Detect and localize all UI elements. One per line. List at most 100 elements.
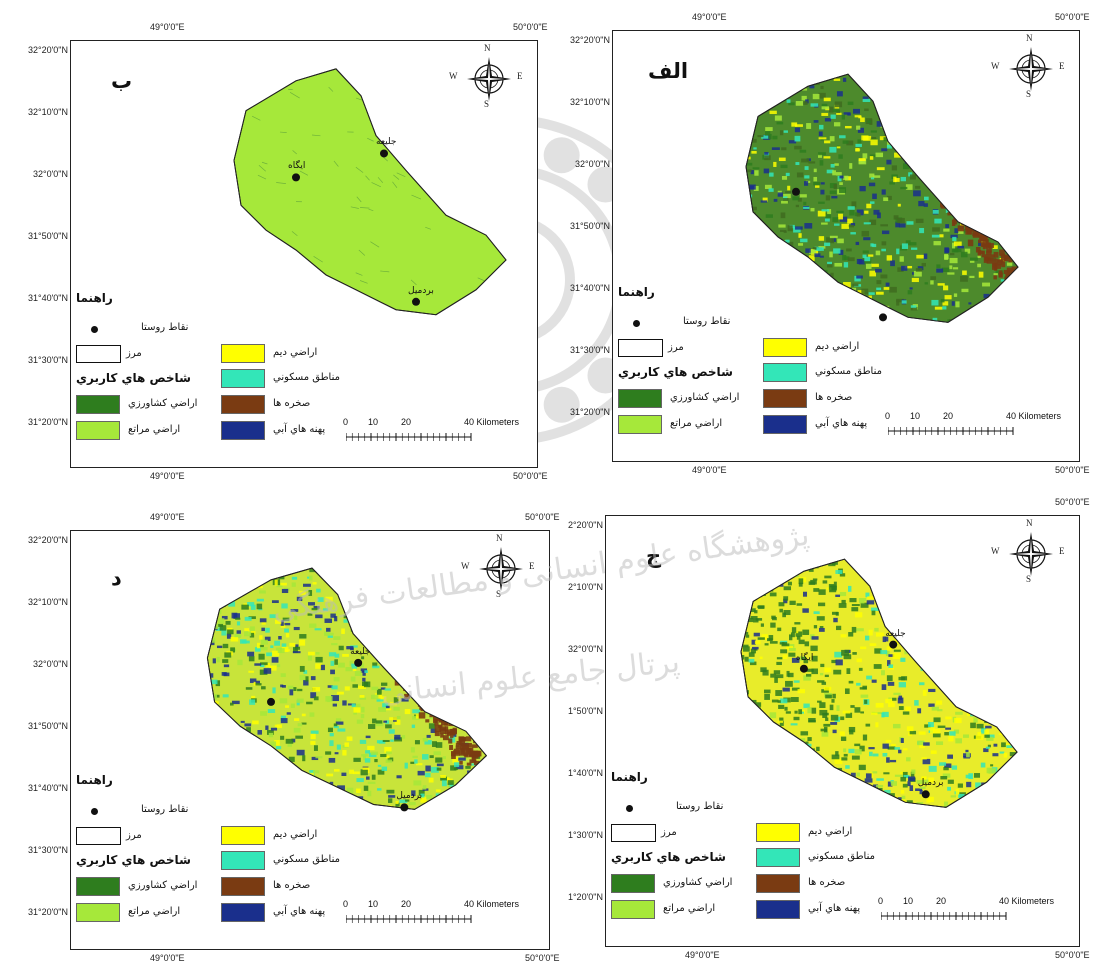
land-cover-patch: [910, 121, 916, 126]
land-cover-patch: [900, 789, 905, 794]
rock-patch: [962, 210, 967, 214]
land-cover-patch: [768, 133, 772, 140]
land-cover-patch: [360, 769, 368, 776]
land-cover-patch: [881, 593, 889, 597]
scale-tick-label: 20: [936, 896, 947, 906]
land-cover-patch: [294, 718, 300, 721]
land-cover-patch: [390, 640, 395, 646]
land-cover-patch: [977, 263, 982, 268]
land-cover-patch: [785, 82, 793, 88]
land-cover-patch: [1014, 595, 1018, 601]
land-cover-patch: [778, 157, 786, 162]
land-cover-patch: [1021, 736, 1027, 739]
land-cover-patch: [330, 613, 336, 618]
land-cover-patch: [821, 106, 829, 110]
land-cover-patch: [761, 238, 769, 241]
land-cover-patch: [835, 570, 843, 574]
land-cover-patch: [762, 197, 768, 202]
land-cover-patch: [994, 202, 1001, 208]
land-cover-patch: [900, 176, 906, 182]
land-cover-patch: [976, 188, 984, 195]
land-cover-patch: [841, 223, 850, 229]
land-cover-patch: [221, 629, 227, 636]
land-cover-patch: [968, 302, 972, 305]
land-cover-patch: [925, 573, 933, 577]
land-cover-patch: [881, 581, 889, 585]
land-cover-patch: [424, 740, 432, 745]
land-cover-patch: [819, 672, 824, 676]
land-cover-patch: [484, 765, 487, 771]
land-cover-patch: [763, 755, 768, 760]
land-cover-patch: [846, 248, 852, 252]
legend-swatch: [763, 363, 807, 382]
land-cover-patch: [261, 627, 265, 632]
land-cover-patch: [813, 611, 820, 615]
land-cover-patch: [1020, 701, 1025, 703]
land-cover-patch: [269, 665, 277, 671]
land-cover-patch: [848, 748, 855, 754]
land-cover-patch: [385, 705, 390, 709]
rock-patch: [970, 211, 977, 219]
land-cover-patch: [764, 643, 769, 646]
land-cover-patch: [875, 722, 879, 728]
land-cover-patch: [372, 569, 377, 574]
land-cover-patch: [987, 185, 996, 191]
land-cover-patch: [455, 765, 464, 770]
scale-bar: [346, 915, 472, 923]
land-cover-patch: [850, 705, 855, 708]
land-cover-patch: [212, 718, 218, 725]
land-cover-patch: [789, 270, 797, 273]
land-cover-patch: [946, 84, 951, 88]
land-cover-patch: [1000, 652, 1007, 658]
land-cover-patch: [892, 697, 897, 701]
land-cover-patch: [854, 749, 862, 755]
land-cover-patch: [281, 646, 289, 652]
land-cover-patch: [221, 615, 228, 620]
scale-bar: [346, 433, 472, 441]
land-cover-patch: [835, 594, 841, 597]
legend-swatch: [756, 874, 800, 893]
land-cover-patch: [852, 283, 859, 287]
land-cover-patch: [872, 753, 879, 757]
land-cover-patch: [250, 604, 256, 610]
land-cover-patch: [874, 81, 878, 86]
land-cover-patch: [322, 608, 329, 611]
rock-patch: [937, 187, 941, 193]
land-cover-patch: [975, 160, 984, 165]
land-cover-patch: [826, 237, 835, 244]
land-cover-patch: [972, 597, 979, 601]
land-cover-patch: [382, 739, 390, 742]
land-cover-patch: [881, 613, 887, 619]
land-cover-patch: [275, 619, 282, 624]
land-cover-patch: [242, 734, 246, 741]
land-cover-patch: [851, 755, 860, 760]
land-cover-patch: [478, 716, 483, 721]
land-cover-patch: [441, 704, 448, 711]
rock-patch: [444, 721, 448, 726]
legend-village-label: نقاط روستا: [683, 316, 731, 327]
land-cover-patch: [940, 604, 947, 610]
land-cover-patch: [783, 230, 787, 233]
land-cover-patch: [1001, 742, 1006, 748]
land-cover-patch: [889, 759, 897, 763]
land-cover-patch: [924, 282, 928, 285]
land-cover-patch: [364, 619, 368, 624]
latitude-label: 32°0'0"N: [32, 659, 68, 669]
land-cover-patch: [258, 644, 264, 648]
land-cover-patch: [761, 135, 769, 139]
land-cover-patch: [953, 729, 960, 734]
land-cover-patch: [949, 206, 953, 212]
panel-label: ب: [111, 69, 133, 93]
land-cover-patch: [943, 285, 949, 291]
land-cover-patch: [943, 801, 949, 808]
land-cover-patch: [779, 130, 784, 136]
drainage-line: [411, 194, 422, 200]
land-cover-patch: [745, 617, 754, 623]
land-cover-patch: [983, 178, 992, 183]
land-cover-patch: [749, 138, 757, 143]
land-cover-patch: [829, 190, 837, 195]
land-cover-patch: [760, 200, 768, 203]
boundary-swatch: [611, 824, 656, 842]
land-cover-patch: [794, 124, 803, 127]
drainage-line: [393, 174, 400, 180]
